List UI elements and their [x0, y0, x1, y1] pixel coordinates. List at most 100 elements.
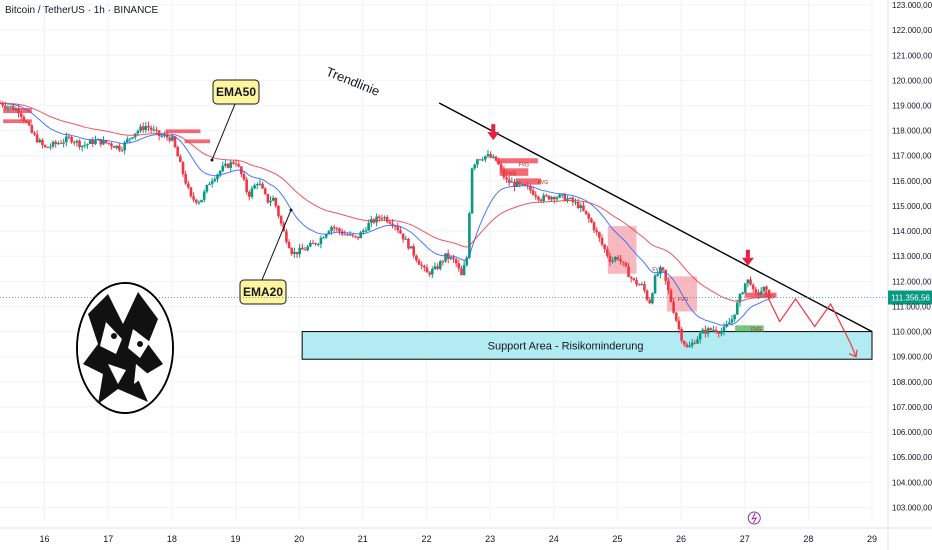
candle-body: [491, 156, 495, 158]
time-tick-label: 19: [230, 534, 240, 544]
candle-body: [712, 329, 715, 331]
candle-body: [534, 194, 538, 197]
candle-body: [43, 145, 47, 148]
candle-body: [680, 328, 683, 341]
support-zone-label: Support Area - Risikominderung: [488, 340, 644, 352]
candle-body: [46, 147, 50, 149]
candle-body: [375, 216, 378, 223]
candle-body: [86, 144, 89, 146]
candle-body: [306, 246, 309, 251]
down-arrow-icon: [487, 132, 500, 141]
candle-body: [438, 261, 442, 269]
callout-label-ema50: EMA50: [216, 85, 256, 99]
candle-body: [693, 342, 697, 344]
price-tick-label: 105.000,00: [892, 453, 932, 462]
candle-body: [499, 164, 503, 169]
down-arrow-stem: [491, 124, 496, 133]
candle-body: [200, 199, 203, 203]
candle-body: [539, 199, 543, 201]
candle-body: [462, 265, 466, 276]
candle-body: [592, 222, 596, 231]
trendline[interactable]: [438, 102, 873, 333]
candle-body: [635, 279, 638, 285]
candle-body: [420, 264, 423, 266]
candle-body: [295, 251, 299, 255]
candle-body: [343, 234, 347, 236]
candle-body: [613, 257, 617, 261]
candle-body: [94, 139, 97, 144]
candle-body: [383, 217, 386, 219]
candle-body: [531, 190, 535, 195]
time-tick-label: 25: [612, 534, 622, 544]
candle-body: [566, 198, 569, 201]
candle-body: [627, 266, 630, 277]
candle-body: [221, 165, 225, 171]
candle-body: [327, 231, 331, 235]
candle-body: [80, 145, 84, 148]
price-tick-label: 103.000,00: [892, 503, 932, 512]
candle-body: [319, 237, 323, 245]
candle-body: [189, 187, 193, 197]
candle-body: [362, 230, 365, 233]
candle-body: [667, 280, 670, 291]
candle-body: [529, 186, 532, 191]
candle-body: [54, 141, 57, 144]
candle-body: [704, 329, 707, 334]
candle-body: [672, 301, 675, 313]
time-tick-label: 17: [103, 534, 113, 544]
candle-body: [346, 234, 349, 236]
candle-body: [242, 174, 246, 180]
lightning-icon: [751, 512, 758, 524]
candle-body: [399, 230, 402, 234]
candle-body: [184, 174, 187, 184]
candle-body: [316, 244, 320, 246]
time-tick-label: 24: [549, 534, 559, 544]
candle-body: [751, 284, 755, 290]
projection-arrowhead: [848, 349, 858, 358]
candle-body: [290, 248, 294, 254]
candle-body: [685, 344, 689, 348]
fvg-zone: [165, 129, 201, 134]
candle-body: [651, 293, 654, 304]
candle-body: [452, 257, 455, 260]
chart-title: Bitcoin / TetherUS · 1h · BINANCE: [5, 5, 159, 16]
candle-body: [579, 205, 583, 208]
candle-body: [563, 194, 567, 201]
callout-anchor: [289, 208, 293, 212]
candle-body: [65, 136, 68, 143]
candle-body: [59, 143, 63, 145]
candle-body: [67, 136, 71, 138]
candle-body: [603, 244, 606, 250]
candle-body: [728, 322, 731, 325]
candle-body: [449, 257, 453, 259]
candle-body: [152, 129, 156, 131]
candle-body: [507, 179, 511, 183]
projection-path: [763, 288, 857, 357]
candle-body: [576, 202, 580, 208]
candle-body: [385, 217, 389, 222]
candle-body: [478, 159, 482, 161]
candle-body: [621, 261, 625, 263]
candle-body: [332, 226, 336, 229]
candle-body: [518, 182, 522, 185]
candle-body: [70, 136, 73, 143]
candle-body: [595, 230, 599, 233]
fvg-label: FVG: [652, 267, 662, 273]
candle-body: [144, 125, 148, 130]
time-tick-label: 18: [167, 534, 177, 544]
price-tick-label: 112.000,00: [892, 277, 932, 286]
candle-body: [78, 140, 81, 148]
candle-body: [743, 283, 747, 293]
candle-body: [41, 140, 44, 146]
fvg-zone: [735, 325, 764, 332]
price-tick-label: 121.000,00: [892, 51, 932, 60]
price-tick-label: 117.000,00: [892, 152, 932, 161]
candle-body: [285, 231, 288, 242]
candle-body: [115, 145, 118, 148]
candle-body: [659, 267, 662, 274]
candle-body: [465, 257, 469, 266]
candle-body: [263, 188, 267, 194]
time-tick-label: 21: [358, 534, 368, 544]
candle-body: [749, 279, 752, 285]
